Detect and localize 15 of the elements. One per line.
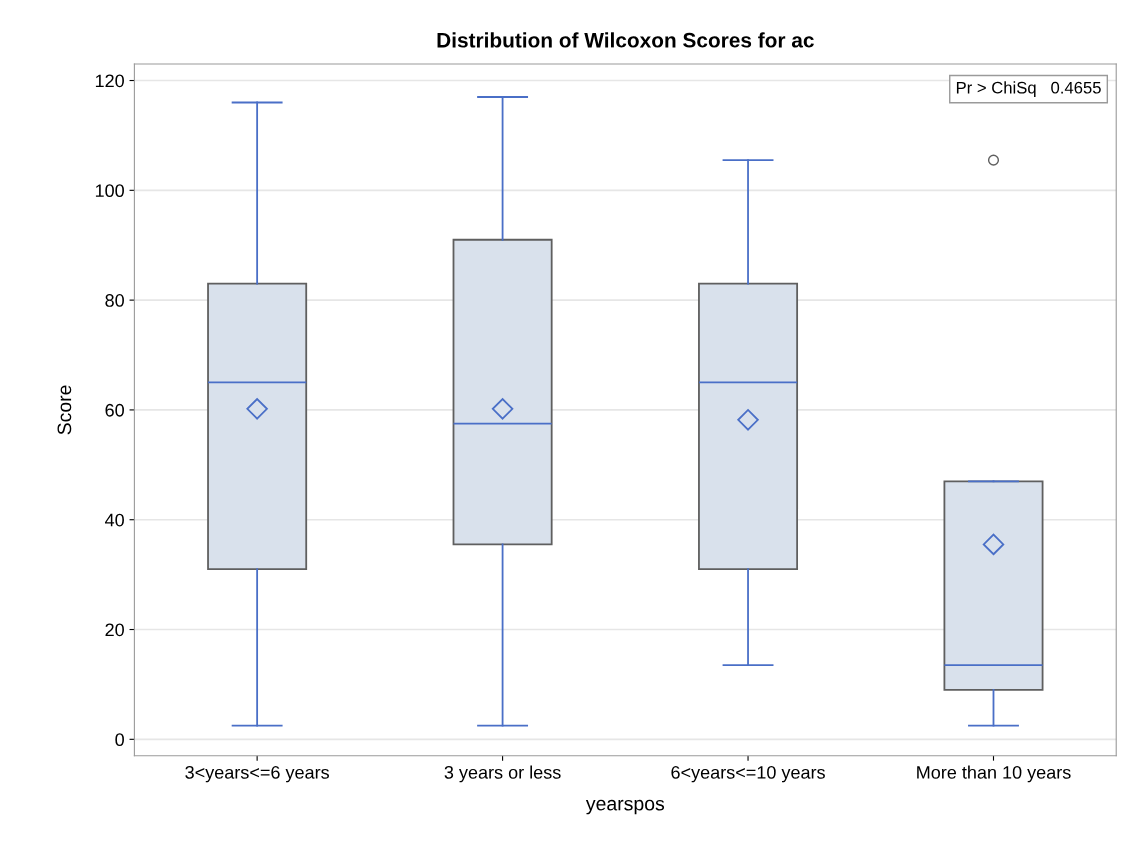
x-tick-label: 3 years or less bbox=[444, 765, 561, 783]
y-tick-label: 100 bbox=[95, 184, 124, 198]
x-tick-label: More than 10 years bbox=[917, 765, 1071, 783]
y-tick-label: 20 bbox=[105, 623, 124, 637]
y-tick-label: 40 bbox=[105, 513, 124, 527]
x-tick-label: 6<years<=10 years bbox=[671, 765, 825, 783]
y-axis-title: Score bbox=[57, 385, 72, 435]
y-tick-label: 60 bbox=[105, 403, 124, 417]
annotation: Pr > ChiSq 0.4655 bbox=[956, 81, 1101, 97]
x-axis-title: yearspos bbox=[585, 799, 665, 815]
x-tick-label: 3<years<=6 years bbox=[185, 765, 329, 783]
y-tick-label: 80 bbox=[105, 294, 124, 307]
y-tick-label: 120 bbox=[95, 74, 124, 88]
chart-title: Distribution of Wilcoxon Scores for ac bbox=[437, 32, 814, 48]
y-tick-label: 0 bbox=[115, 733, 124, 747]
